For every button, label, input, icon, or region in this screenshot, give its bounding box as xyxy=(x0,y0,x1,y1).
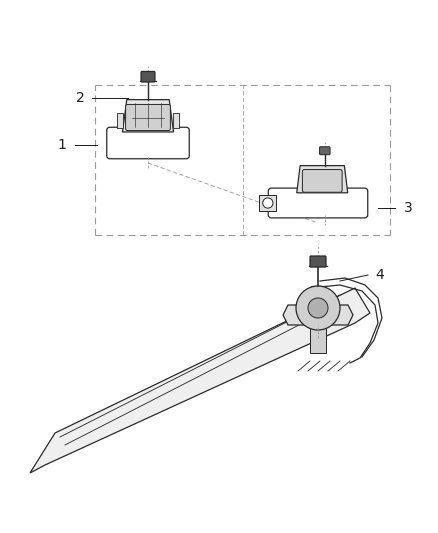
FancyBboxPatch shape xyxy=(268,188,368,218)
FancyBboxPatch shape xyxy=(126,104,170,131)
FancyBboxPatch shape xyxy=(107,127,189,159)
FancyBboxPatch shape xyxy=(320,147,330,155)
Polygon shape xyxy=(310,328,326,353)
FancyBboxPatch shape xyxy=(310,256,326,267)
Polygon shape xyxy=(297,166,348,193)
Text: 3: 3 xyxy=(404,201,412,215)
Circle shape xyxy=(263,198,273,208)
Bar xyxy=(311,286,325,341)
Polygon shape xyxy=(30,288,370,473)
Polygon shape xyxy=(173,113,180,128)
Text: 4: 4 xyxy=(376,268,385,282)
Text: 2: 2 xyxy=(76,91,85,105)
FancyBboxPatch shape xyxy=(141,71,155,82)
Polygon shape xyxy=(117,113,124,128)
Polygon shape xyxy=(259,196,276,211)
Circle shape xyxy=(308,298,328,318)
FancyBboxPatch shape xyxy=(302,169,342,192)
Text: 1: 1 xyxy=(57,138,67,152)
Circle shape xyxy=(296,286,340,330)
Polygon shape xyxy=(123,100,173,132)
Polygon shape xyxy=(283,305,353,325)
